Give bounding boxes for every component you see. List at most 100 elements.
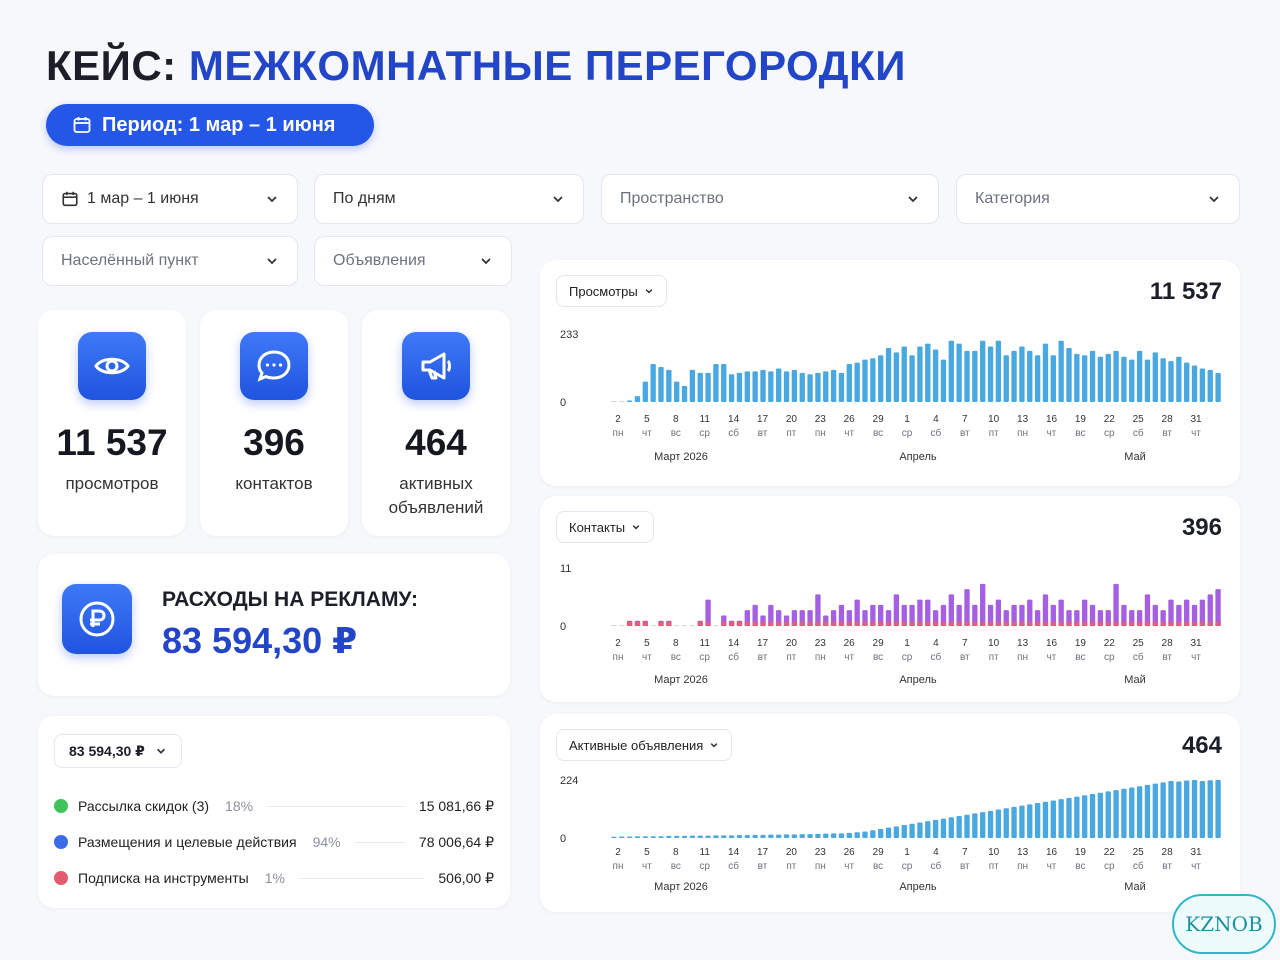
- chart-bar-segment: [1136, 621, 1143, 626]
- x-tick-day: 8: [673, 638, 679, 649]
- x-month-label: Март 2026: [654, 451, 708, 463]
- chart-bar: [917, 346, 923, 402]
- chart-bar-segment: [736, 621, 743, 626]
- chart-bar: [1144, 784, 1151, 838]
- chart-bar-segment: [940, 621, 947, 626]
- watermark-logo: KZNOB: [1172, 894, 1276, 954]
- x-tick-day: 14: [728, 638, 740, 649]
- y-tick-label: 0: [560, 397, 566, 409]
- chart-bar: [1042, 594, 1049, 626]
- chart-bar-segment: [1121, 621, 1127, 626]
- ad-spend-card: РАСХОДЫ НА РЕКЛАМУ: 83 594,30 ₽: [38, 554, 510, 696]
- chart-bar: [768, 834, 774, 838]
- x-tick-day: 16: [1046, 638, 1058, 649]
- chart-bar-segment: [846, 621, 852, 626]
- x-tick-weekday: чт: [1191, 652, 1201, 663]
- chart-bar: [815, 594, 821, 626]
- locality-select[interactable]: Населённый пункт: [42, 236, 298, 286]
- chart-bar-segment: [776, 621, 782, 626]
- chart-bar: [1058, 599, 1064, 626]
- chevron-down-icon: [645, 289, 653, 294]
- breakdown-amount: 506,00 ₽: [438, 869, 494, 886]
- chart-bar-segment: [987, 621, 994, 626]
- breakdown-amount: 15 081,66 ₽: [418, 797, 494, 814]
- x-tick-weekday: сб: [931, 860, 942, 872]
- chevron-down-icon: [481, 258, 491, 265]
- chart-bar-segment: [1207, 621, 1213, 626]
- chart-bar: [658, 366, 664, 402]
- chart-bar: [1152, 783, 1158, 838]
- chart-card-contacts: Контакты 396 11 0 2 пн 5 чт 8 вс 11 ср 14 сб 17 вт 20 п…: [540, 496, 1240, 702]
- x-tick-weekday: пн: [613, 428, 624, 439]
- chart-bar: [634, 836, 641, 838]
- space-select[interactable]: Пространство: [601, 174, 939, 224]
- chart-bar: [901, 825, 907, 838]
- chart-bar: [925, 599, 931, 626]
- chart-bar: [1011, 806, 1017, 838]
- x-tick-day: 4: [933, 638, 939, 649]
- chart-bar: [1129, 787, 1135, 838]
- chart-bar: [1042, 801, 1049, 838]
- chart-bar-segment: [642, 621, 648, 626]
- date-range-select[interactable]: 1 мар – 1 июня: [42, 174, 298, 224]
- category-select[interactable]: Категория: [956, 174, 1240, 224]
- chart-bar: [1160, 358, 1166, 402]
- chart-bar: [689, 835, 696, 838]
- chart-bar: [932, 819, 939, 838]
- metric-select-active-ads[interactable]: Активные объявления: [556, 729, 733, 761]
- chart-bar: [854, 362, 860, 402]
- locality-placeholder: Населённый пункт: [61, 252, 199, 269]
- legend-dot: [54, 799, 68, 813]
- x-tick-weekday: пн: [1017, 428, 1028, 439]
- x-tick-weekday: ср: [1104, 652, 1115, 663]
- chart-bar: [674, 835, 680, 838]
- chart-bar: [917, 599, 923, 626]
- x-tick-day: 1: [904, 414, 910, 425]
- chart-bar: [689, 625, 696, 626]
- chart-bar-segment: [705, 621, 711, 626]
- x-tick-weekday: вт: [1162, 861, 1172, 872]
- chart-bar: [956, 815, 962, 838]
- x-tick-weekday: вт: [758, 428, 768, 439]
- x-tick-weekday: пн: [1017, 652, 1028, 663]
- chart-bar: [1199, 368, 1206, 402]
- x-tick-weekday: вт: [1162, 652, 1172, 663]
- x-tick-weekday: ср: [902, 428, 913, 439]
- metric-select-views[interactable]: Просмотры: [556, 275, 667, 307]
- chart-bar: [807, 834, 813, 838]
- chevron-down-icon: [267, 196, 277, 203]
- chart-bar: [1199, 781, 1206, 838]
- ads-placeholder: Объявления: [333, 252, 426, 269]
- chart-bar: [1066, 348, 1072, 402]
- chart-bar-segment: [893, 621, 900, 626]
- category-placeholder: Категория: [975, 190, 1050, 207]
- x-tick-weekday: вс: [1075, 428, 1085, 439]
- chart-bar-segment: [862, 621, 868, 626]
- x-tick-weekday: сб: [728, 427, 739, 439]
- breakdown-percent: 18%: [225, 798, 254, 814]
- chart-bar: [1003, 808, 1009, 838]
- chart-bar: [1184, 780, 1190, 838]
- metric-select-contacts[interactable]: Контакты: [556, 511, 655, 543]
- chart-bar: [972, 604, 978, 626]
- chart-bar: [846, 832, 852, 838]
- chart-bar: [1027, 599, 1033, 626]
- spend-total-select[interactable]: 83 594,30 ₽: [54, 734, 182, 768]
- chart-bar: [697, 835, 703, 838]
- x-tick-weekday: сб: [931, 427, 942, 439]
- x-tick-weekday: пн: [613, 861, 624, 872]
- chart-bar: [642, 381, 648, 402]
- title-accent: МЕЖКОМНАТНЫЕ ПЕРЕГОРОДКИ: [188, 42, 906, 89]
- x-tick-day: 1: [904, 847, 910, 858]
- x-tick-day: 1: [904, 638, 910, 649]
- chart-bar-segment: [666, 621, 672, 626]
- megaphone-icon: [402, 332, 470, 400]
- ads-select[interactable]: Объявления: [314, 236, 512, 286]
- x-tick-day: 22: [1104, 638, 1116, 649]
- granularity-select[interactable]: По дням: [314, 174, 584, 224]
- chart-bar-segment: [878, 621, 884, 626]
- x-tick-day: 4: [933, 847, 939, 858]
- x-tick-day: 19: [1075, 414, 1087, 425]
- x-tick-day: 23: [815, 638, 827, 649]
- chart-bar: [980, 583, 986, 626]
